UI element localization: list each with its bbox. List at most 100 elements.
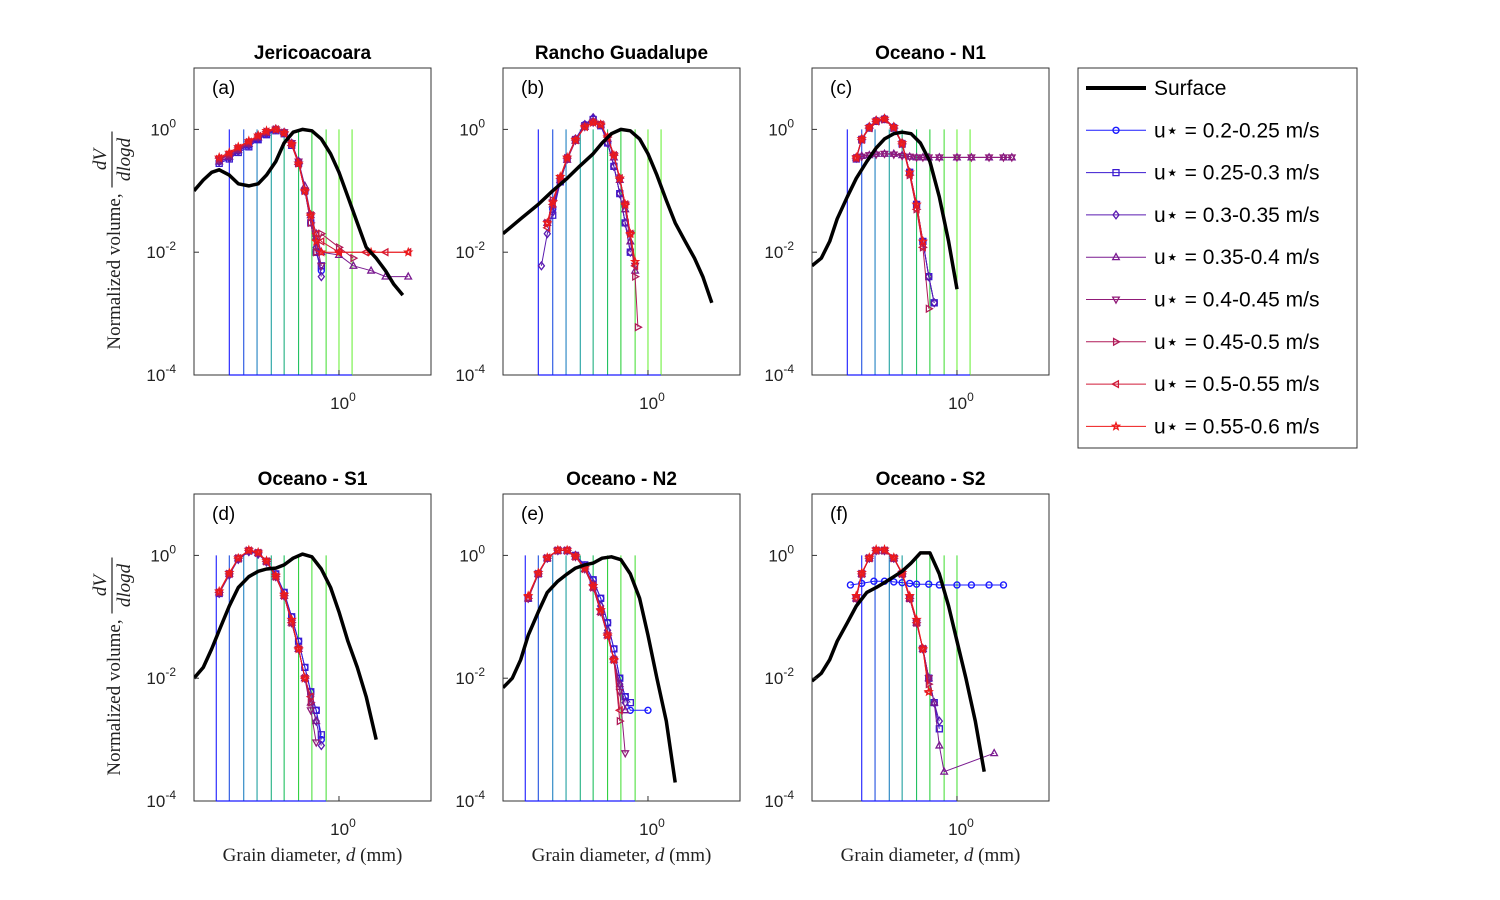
y-tick-label: 10-2: [146, 239, 176, 262]
data-point: [912, 580, 921, 588]
legend-label: u⋆ = 0.5-0.55 m/s: [1154, 373, 1319, 396]
data-point: [243, 135, 255, 146]
x-axis-label-unit: (mm): [664, 845, 711, 866]
axes-frame: [193, 493, 432, 802]
y-tick-label-base: 10: [459, 120, 478, 139]
data-point: [856, 133, 867, 144]
series-5: [851, 150, 1017, 164]
data-point: [905, 579, 914, 588]
series-line: [855, 118, 924, 242]
legend-label: u⋆ = 0.3-0.35 m/s: [1154, 204, 1319, 227]
panel-tag: (a): [212, 78, 235, 99]
y-tick-label-base: 10: [146, 669, 165, 688]
panel-tag: (f): [830, 504, 848, 525]
legend: Surface u⋆ = 0.2-0.25 m/s u⋆ = 0.25-0.3 m/…: [1077, 67, 1358, 449]
y-axis-label: Normalized volume, dV dlogd: [90, 557, 135, 776]
legend-label: u⋆ = 0.55-0.6 m/s: [1154, 415, 1319, 438]
data-point: [864, 121, 875, 132]
series-8: [851, 543, 934, 697]
legend-label: u⋆ = 0.45-0.5 m/s: [1154, 331, 1319, 354]
data-point: [317, 740, 326, 751]
panels-group: 10-410-2100100Jericoacoara(a)Normalized …: [90, 43, 1050, 866]
data-point: [608, 654, 620, 665]
data-point: [912, 154, 921, 163]
series-line: [218, 128, 409, 253]
data-point: [311, 739, 321, 748]
data-point: [587, 116, 599, 127]
y-tick-label-base: 10: [764, 243, 783, 262]
y-tick-label-base: 10: [455, 243, 474, 262]
data-point: [614, 705, 623, 715]
y-tick-label-exp: 0: [169, 542, 176, 556]
plot-area: [503, 112, 714, 332]
series-line: [527, 549, 615, 660]
y-tick-label-exp: 0: [169, 116, 176, 130]
axes-frame: [811, 493, 1050, 802]
x-tick-label-exp: 0: [349, 816, 356, 830]
data-point: [608, 149, 620, 160]
data-point: [224, 149, 233, 159]
data-point: [934, 740, 944, 749]
legend-marker: [1111, 379, 1120, 389]
panel-a: 10-410-2100100Jericoacoara(a)Normalized …: [90, 43, 432, 413]
y-tick-label-exp: -4: [474, 362, 485, 376]
data-point: [851, 590, 862, 601]
y-tick-label-base: 10: [764, 792, 783, 811]
data-point: [213, 585, 225, 596]
y-axis-label-numerator: dV: [90, 573, 111, 597]
y-tick-label-exp: -4: [165, 362, 176, 376]
panel-tag: (d): [212, 504, 235, 525]
y-tick-label-exp: 0: [787, 542, 794, 556]
legend-label: Surface: [1154, 77, 1226, 100]
surface-line: [503, 555, 677, 783]
y-tick-label: 10-2: [455, 239, 485, 262]
data-point: [888, 552, 900, 563]
data-point: [879, 113, 890, 124]
y-tick-label-base: 10: [150, 546, 169, 565]
data-point: [923, 686, 934, 697]
panel-tag: (b): [521, 78, 544, 99]
data-point: [952, 154, 962, 163]
x-tick-label-exp: 0: [658, 816, 665, 830]
data-point: [911, 204, 920, 214]
data-point: [620, 705, 630, 714]
data-point: [311, 229, 320, 239]
data-point: [953, 581, 961, 589]
data-point: [917, 242, 926, 252]
data-point: [293, 643, 304, 654]
panel-title: Oceano - S2: [876, 469, 986, 490]
data-point: [629, 256, 641, 267]
data-point: [620, 204, 630, 213]
data-point: [252, 129, 264, 140]
data-point: [317, 731, 325, 739]
data-point: [856, 567, 867, 578]
data-point: [602, 629, 613, 640]
y-tick-label-base: 10: [146, 792, 165, 811]
data-point: [224, 147, 235, 157]
panel-tag: (c): [830, 78, 852, 99]
data-point: [967, 581, 976, 589]
x-axis-label-text: Grain diameter,: [223, 845, 346, 866]
y-tick-label-exp: -4: [165, 788, 176, 802]
data-point: [890, 578, 898, 586]
data-point: [270, 570, 282, 580]
series-line: [855, 118, 924, 248]
y-tick-label: 10-2: [146, 665, 176, 688]
series-8: [522, 544, 620, 665]
data-point: [542, 223, 551, 233]
data-point: [233, 141, 244, 152]
y-axis-label: Normalized volume, dV dlogd: [90, 131, 135, 350]
legend-item: u⋆ = 0.45-0.5 m/s: [1086, 331, 1319, 354]
series-8: [213, 123, 414, 257]
x-tick-label: 100: [639, 816, 665, 839]
data-point: [918, 154, 928, 163]
legend-item: u⋆ = 0.4-0.45 m/s: [1086, 289, 1319, 312]
x-tick-label: 100: [948, 816, 974, 839]
legend-item: u⋆ = 0.55-0.6 m/s: [1086, 415, 1319, 438]
legend-marker: [1112, 337, 1121, 347]
data-point: [555, 171, 566, 182]
plot-area: [194, 544, 378, 751]
data-point: [870, 543, 882, 554]
data-point: [587, 580, 599, 591]
